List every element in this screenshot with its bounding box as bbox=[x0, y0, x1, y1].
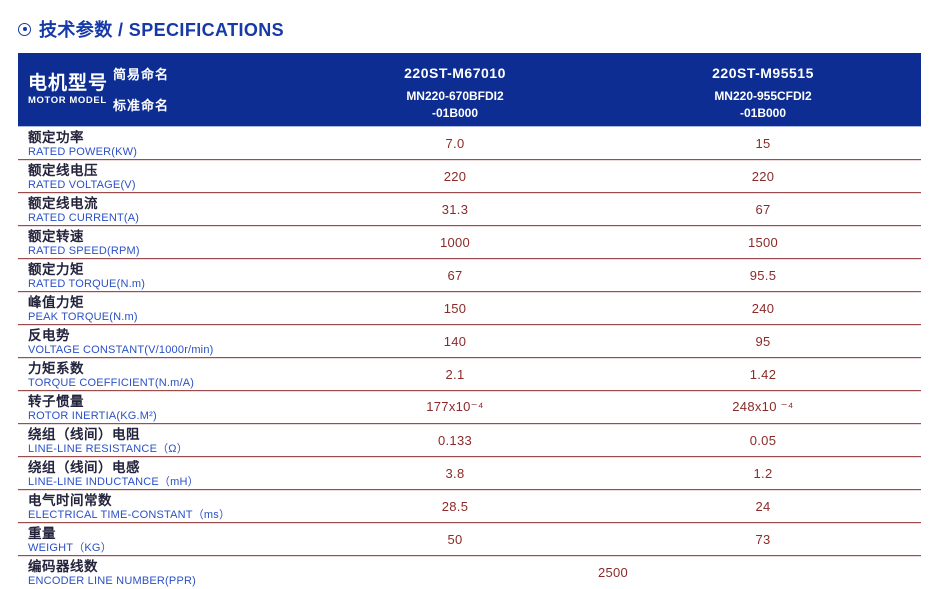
spec-label-cn: 力矩系数 bbox=[28, 361, 84, 376]
spec-row: 反电势 VOLTAGE CONSTANT(V/1000r/min) 140 95 bbox=[18, 325, 921, 358]
spec-value-col1: 50 bbox=[447, 531, 463, 547]
spec-value-col1: 0.133 bbox=[437, 432, 473, 448]
spec-value-col2: 240 bbox=[751, 300, 775, 316]
spec-label: 重量 WEIGHT（KG） bbox=[18, 523, 305, 555]
model-col1-standard-name: MN220-670BFDI2 -01B000 bbox=[406, 88, 504, 120]
spec-label-cn: 额定转速 bbox=[28, 229, 84, 244]
circle-dot-icon bbox=[18, 22, 31, 36]
spec-label-cn: 转子惯量 bbox=[28, 394, 84, 409]
standard-name-label: 标准命名 bbox=[113, 98, 170, 113]
spec-value-col2: 24 bbox=[755, 498, 771, 514]
spec-row: 电气时间常数 ELECTRICAL TIME-CONSTANT（ms） 28.5… bbox=[18, 490, 921, 523]
spec-value-col2: 73 bbox=[755, 531, 771, 547]
spec-row: 编码器线数 ENCODER LINE NUMBER(PPR) 2500 bbox=[18, 556, 921, 589]
spec-value-col1: 28.5 bbox=[441, 498, 469, 514]
specifications-table: 电机型号 MOTOR MODEL 简易命名 220ST-M67010 220ST… bbox=[18, 53, 921, 589]
spec-label-cn: 重量 bbox=[28, 526, 56, 541]
spec-value-col1: 220 bbox=[443, 168, 467, 184]
spec-label: 编码器线数 ENCODER LINE NUMBER(PPR) bbox=[18, 556, 305, 589]
spec-label: 电气时间常数 ELECTRICAL TIME-CONSTANT（ms） bbox=[18, 490, 305, 522]
spec-rows: 额定功率 RATED POWER(KW) 7.0 15 额定线电压 RATED … bbox=[18, 126, 921, 589]
table-header: 电机型号 MOTOR MODEL 简易命名 220ST-M67010 220ST… bbox=[18, 53, 921, 126]
model-col2-standard-name: MN220-955CFDI2 -01B000 bbox=[714, 88, 812, 120]
spec-value-col2: 1500 bbox=[747, 234, 779, 250]
spec-label-en: ROTOR INERTIA(KG.M²) bbox=[28, 410, 157, 422]
spec-label-cn: 额定线电流 bbox=[28, 196, 98, 211]
spec-value-col1: 31.3 bbox=[441, 201, 469, 217]
spec-label: 额定线电流 RATED CURRENT(A) bbox=[18, 193, 305, 225]
motor-model-label-en: MOTOR MODEL bbox=[28, 95, 107, 106]
spec-row: 绕组（线间）电阻 LINE-LINE RESISTANCE（Ω） 0.133 0… bbox=[18, 424, 921, 457]
spec-row: 额定转速 RATED SPEED(RPM) 1000 1500 bbox=[18, 226, 921, 259]
spec-value-col1: 140 bbox=[443, 333, 467, 349]
spec-label: 额定转速 RATED SPEED(RPM) bbox=[18, 226, 305, 258]
spec-label-en: RATED TORQUE(N.m) bbox=[28, 278, 146, 290]
spec-label-cn: 额定力矩 bbox=[28, 262, 84, 277]
spec-value-col2: 1.42 bbox=[749, 366, 777, 382]
spec-row: 力矩系数 TORQUE COEFFICIENT(N.m/A) 2.1 1.42 bbox=[18, 358, 921, 391]
spec-value-col2: 67 bbox=[755, 201, 771, 217]
spec-row: 绕组（线间）电感 LINE-LINE INDUCTANCE（mH） 3.8 1.… bbox=[18, 457, 921, 490]
spec-label: 峰值力矩 PEAK TORQUE(N.m) bbox=[18, 292, 305, 324]
spec-label-cn: 绕组（线间）电阻 bbox=[28, 427, 140, 442]
spec-row: 重量 WEIGHT（KG） 50 73 bbox=[18, 523, 921, 556]
spec-label-en: LINE-LINE INDUCTANCE（mH） bbox=[28, 476, 199, 488]
spec-label: 额定功率 RATED POWER(KW) bbox=[18, 127, 305, 159]
spec-value-col1: 7.0 bbox=[445, 135, 465, 151]
page-title-text: 技术参数 / SPECIFICATIONS bbox=[39, 20, 285, 40]
spec-value-col1: 177x10⁻⁴ bbox=[426, 399, 484, 414]
model-col1-simple-name: 220ST-M67010 bbox=[404, 65, 506, 81]
spec-row: 峰值力矩 PEAK TORQUE(N.m) 150 240 bbox=[18, 292, 921, 325]
spec-label-en: RATED POWER(KW) bbox=[28, 146, 138, 158]
spec-label-cn: 额定线电压 bbox=[28, 163, 98, 178]
spec-value-col1: 1000 bbox=[439, 234, 471, 250]
spec-value-col2: 0.05 bbox=[749, 432, 777, 448]
spec-label-en: RATED CURRENT(A) bbox=[28, 212, 140, 224]
spec-row: 额定线电压 RATED VOLTAGE(V) 220 220 bbox=[18, 160, 921, 193]
spec-label-cn: 额定功率 bbox=[28, 130, 84, 145]
spec-label: 绕组（线间）电感 LINE-LINE INDUCTANCE（mH） bbox=[18, 457, 305, 489]
spec-label-en: RATED SPEED(RPM) bbox=[28, 245, 140, 257]
spec-label-en: VOLTAGE CONSTANT(V/1000r/min) bbox=[28, 344, 214, 356]
spec-value-col2: 95.5 bbox=[749, 267, 777, 283]
spec-label-cn: 编码器线数 bbox=[28, 559, 98, 574]
spec-value-col1: 67 bbox=[447, 267, 463, 283]
spec-row: 转子惯量 ROTOR INERTIA(KG.M²) 177x10⁻⁴ 248x1… bbox=[18, 391, 921, 424]
spec-label: 额定线电压 RATED VOLTAGE(V) bbox=[18, 160, 305, 192]
spec-row: 额定线电流 RATED CURRENT(A) 31.3 67 bbox=[18, 193, 921, 226]
spec-label-en: PEAK TORQUE(N.m) bbox=[28, 311, 138, 323]
model-col2-simple-name: 220ST-M95515 bbox=[712, 65, 814, 81]
simple-name-label: 简易命名 bbox=[113, 66, 170, 82]
spec-label-cn: 反电势 bbox=[28, 328, 70, 343]
spec-label-en: RATED VOLTAGE(V) bbox=[28, 179, 136, 191]
spec-value-col1: 2.1 bbox=[445, 366, 465, 382]
spec-label: 绕组（线间）电阻 LINE-LINE RESISTANCE（Ω） bbox=[18, 424, 305, 456]
spec-label-cn: 绕组（线间）电感 bbox=[28, 460, 140, 475]
spec-value-col2: 220 bbox=[751, 168, 775, 184]
spec-value-col2: 248x10 ⁻⁴ bbox=[732, 399, 794, 414]
spec-label-en: TORQUE COEFFICIENT(N.m/A) bbox=[28, 377, 195, 389]
spec-label: 转子惯量 ROTOR INERTIA(KG.M²) bbox=[18, 391, 305, 423]
spec-label-en: ELECTRICAL TIME-CONSTANT（ms） bbox=[28, 509, 231, 521]
motor-model-label-cn: 电机型号 bbox=[28, 73, 109, 94]
spec-label-en: ENCODER LINE NUMBER(PPR) bbox=[28, 575, 196, 587]
spec-label-cn: 电气时间常数 bbox=[28, 493, 112, 508]
spec-label: 反电势 VOLTAGE CONSTANT(V/1000r/min) bbox=[18, 325, 305, 357]
spec-value-col2: 1.2 bbox=[753, 465, 773, 481]
motor-model-header-cell: 电机型号 MOTOR MODEL bbox=[18, 53, 113, 126]
spec-row: 额定功率 RATED POWER(KW) 7.0 15 bbox=[18, 127, 921, 160]
spec-row: 额定力矩 RATED TORQUE(N.m) 67 95.5 bbox=[18, 259, 921, 292]
spec-label-en: LINE-LINE RESISTANCE（Ω） bbox=[28, 443, 188, 455]
spec-label-cn: 峰值力矩 bbox=[28, 295, 84, 310]
spec-label-en: WEIGHT（KG） bbox=[28, 542, 112, 554]
spec-value-col2: 15 bbox=[755, 135, 771, 151]
spec-value-col1: 3.8 bbox=[445, 465, 465, 481]
spec-label: 额定力矩 RATED TORQUE(N.m) bbox=[18, 259, 305, 291]
page-title: 技术参数 / SPECIFICATIONS bbox=[0, 0, 950, 42]
spec-label: 力矩系数 TORQUE COEFFICIENT(N.m/A) bbox=[18, 358, 305, 390]
spec-value-merged: 2500 bbox=[597, 565, 629, 580]
spec-value-col1: 150 bbox=[443, 300, 467, 316]
spec-value-col2: 95 bbox=[755, 333, 771, 349]
